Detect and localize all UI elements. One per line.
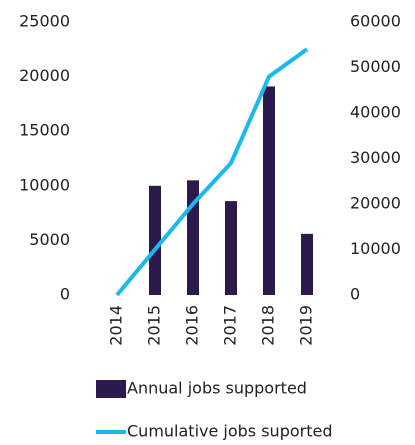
y2-tick-label: 0 [350, 285, 360, 304]
y-tick-label: 25000 [19, 12, 70, 31]
y-tick-label: 0 [60, 285, 70, 304]
x-tick-label: 2017 [221, 305, 240, 346]
x-tick-label: 2014 [107, 305, 126, 346]
y2-tick-label: 50000 [350, 57, 401, 76]
y-tick-label: 5000 [29, 230, 70, 249]
y2-tick-label: 10000 [350, 239, 401, 258]
y2-tick-label: 20000 [350, 194, 401, 213]
legend-label: Cumulative jobs suported [127, 422, 333, 441]
bar [149, 185, 161, 295]
x-tick-label: 2015 [145, 305, 164, 346]
y2-tick-label: 40000 [350, 103, 401, 122]
bar [263, 86, 275, 295]
legend-label: Annual jobs supported [127, 379, 307, 398]
legend-swatch [96, 380, 126, 398]
bar [301, 233, 313, 295]
y-tick-label: 20000 [19, 66, 70, 85]
y-tick-label: 15000 [19, 121, 70, 140]
x-tick-label: 2018 [259, 305, 278, 346]
x-tick-label: 2016 [183, 305, 202, 346]
y2-tick-label: 60000 [350, 12, 401, 31]
bar [225, 201, 237, 295]
y-tick-label: 10000 [19, 175, 70, 194]
line [115, 47, 309, 297]
x-tick-label: 2019 [297, 305, 316, 346]
y2-tick-label: 30000 [350, 148, 401, 167]
